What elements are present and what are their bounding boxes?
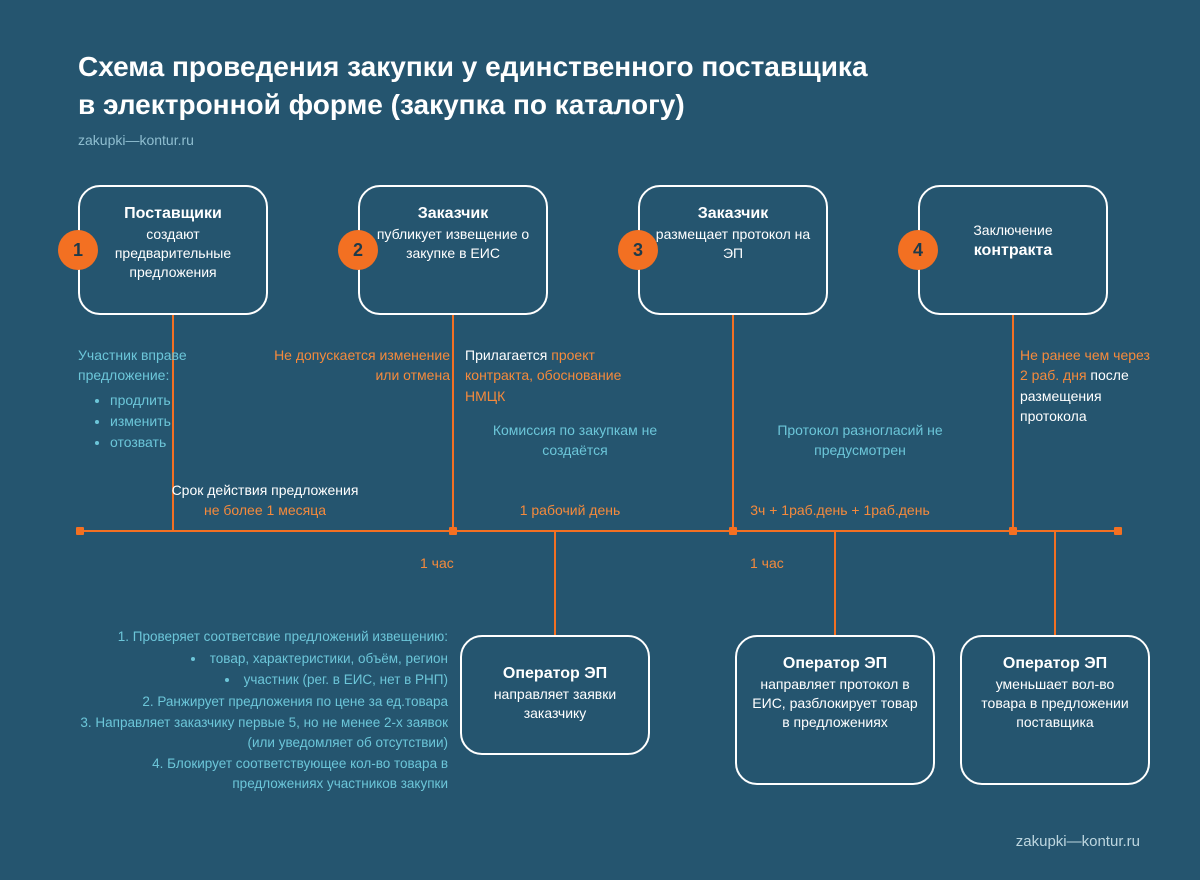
page-title: Схема проведения закупки у единственного… [78,48,868,124]
operator-list: Проверяет соответсвие предложений извеще… [78,625,448,796]
oplist-item: Ранжирует предложения по цене за ед.това… [78,692,448,712]
tl-label-2: 1 рабочий день [490,500,650,520]
connector-bottom-2 [834,532,836,635]
step-2-node: Заказчик публикует извещение о закупке в… [358,185,548,315]
oplist-item: Направляет заказчику первые 5, но не мен… [78,713,448,752]
oplist-item: Проверяет соответсвие предложений извеще… [78,627,448,690]
hour-label-1: 1 час [420,553,454,573]
step-1-badge: 1 [58,230,98,270]
timeline-ext [1012,530,1120,532]
anno-project: Прилагается проект контракта, обосновани… [465,345,665,406]
oplist-sub: участник (рег. в ЕИС, нет в РНП) [78,670,448,690]
step-3-body: размещает протокол на ЭП [650,225,816,263]
operator-node-2: Оператор ЭП направляет протокол в ЕИС, р… [735,635,935,785]
connector-bottom-1 [554,532,556,635]
participant-item: изменить [110,411,248,431]
hour-label-2: 1 час [750,553,784,573]
step-2-badge: 2 [338,230,378,270]
anno-commission: Комиссия по закупкам не создаётся [470,420,680,461]
op3-body: уменьшает вол-во товара в предложении по… [972,675,1138,732]
connector-top-2 [452,315,454,530]
timeline-dot-3 [729,527,737,535]
connector-top-4 [1012,315,1014,530]
step-1-head: Поставщики [90,205,256,223]
timeline [78,530,1120,532]
operator-node-1: Оператор ЭП направляет заявки заказчику [460,635,650,755]
step-3-badge: 3 [618,230,658,270]
step-4-node: Заключение контракта [918,185,1108,315]
op2-head: Оператор ЭП [747,655,923,673]
diagram-canvas: Схема проведения закупки у единственного… [0,0,1200,880]
step-2-body: публикует извещение о закупке в ЕИС [370,225,536,263]
timeline-dot-1 [76,527,84,535]
step-3-head: Заказчик [650,205,816,223]
step-1-node: Поставщики создают предварительные предл… [78,185,268,315]
connector-top-3 [732,315,734,530]
op1-body: направляет заявки заказчику [472,685,638,723]
connector-bottom-3 [1054,532,1056,635]
anno-no-change: Не допускается изменение или отмена [260,345,450,386]
op2-body: направляет протокол в ЕИС, разблокирует … [747,675,923,732]
step-4-body: Заключение контракта [930,221,1096,261]
step-2-head: Заказчик [370,205,536,223]
operator-node-3: Оператор ЭП уменьшает вол-во товара в пр… [960,635,1150,785]
op3-head: Оператор ЭП [972,655,1138,673]
step-1-body: создают предварительные предложения [90,225,256,282]
tl-label-1: Срок действия предложения не более 1 мес… [150,480,380,521]
op1-head: Оператор ЭП [472,665,638,683]
participant-item: продлить [110,390,248,410]
timeline-dot-2 [449,527,457,535]
participant-block: Участник вправе предложение: продлить из… [78,345,248,453]
step-3-node: Заказчик размещает протокол на ЭП [638,185,828,315]
tl-label-3: 3ч + 1раб.день + 1раб.день [720,500,960,520]
anno-not-earlier: Не ранее чем через 2 раб. дня после разм… [1020,345,1150,426]
anno-protocol-disagree: Протокол разногласий не предусмотрен [755,420,965,461]
participant-item: отозвать [110,432,248,452]
subtitle: zakupki—kontur.ru [78,132,194,148]
oplist-item: Блокирует соответствующее кол-во товара … [78,754,448,793]
step-4-badge: 4 [898,230,938,270]
footer-credit: zakupki—kontur.ru [1016,833,1140,850]
oplist-sub: товар, характеристики, объём, регион [78,649,448,669]
